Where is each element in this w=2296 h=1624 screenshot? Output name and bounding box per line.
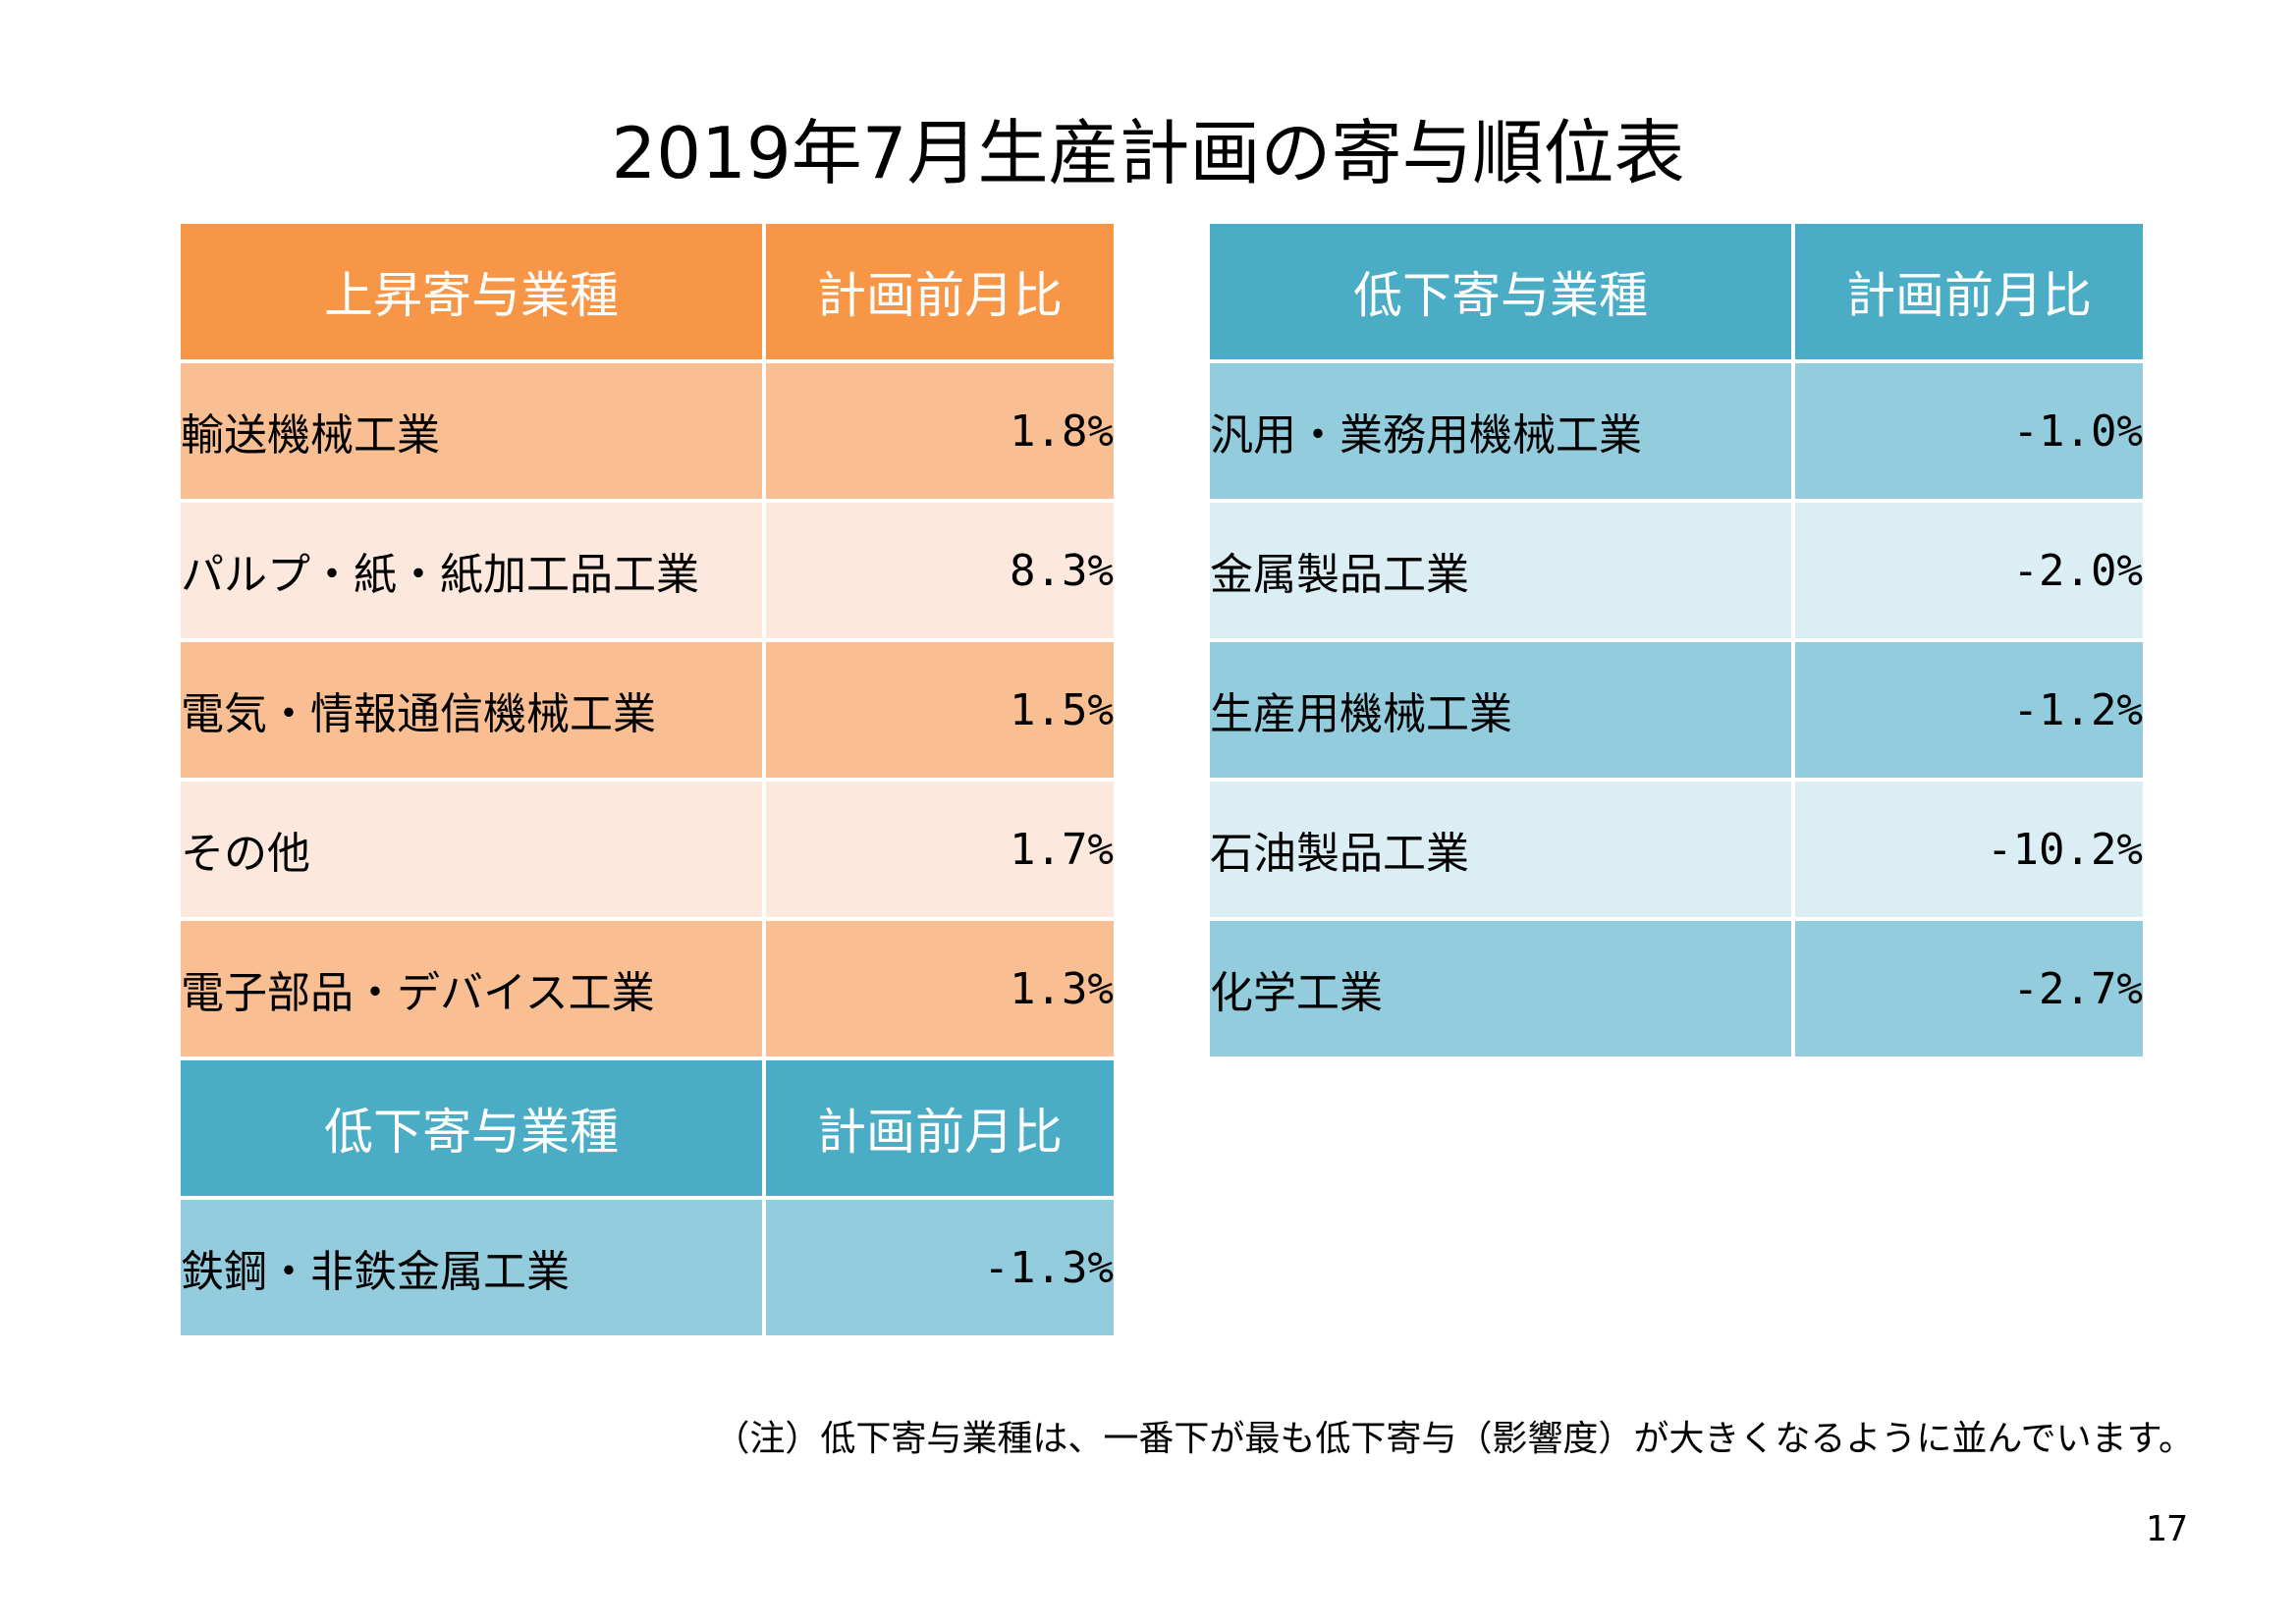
table-subheader-row: 低下寄与業種 計画前月比 xyxy=(181,1060,1114,1196)
mom-value: 1.5% xyxy=(766,642,1114,778)
table-row: 化学工業 -2.7% xyxy=(1210,921,2143,1056)
industry-name: 石油製品工業 xyxy=(1210,782,1791,917)
mom-value: 1.7% xyxy=(766,782,1114,917)
table-row: パルプ・紙・紙加工品工業 8.3% xyxy=(181,503,1114,638)
table-header-row: 上昇寄与業種 計画前月比 xyxy=(181,224,1114,359)
page-number: 17 xyxy=(2145,1509,2188,1549)
mom-value: 8.3% xyxy=(766,503,1114,638)
table-row: 石油製品工業 -10.2% xyxy=(1210,782,2143,917)
mom-value: 1.8% xyxy=(766,363,1114,499)
mom-value: 1.3% xyxy=(766,921,1114,1056)
subheader-industry: 低下寄与業種 xyxy=(181,1060,762,1196)
industry-name: 電子部品・デバイス工業 xyxy=(181,921,762,1056)
table-row: 輸送機械工業 1.8% xyxy=(181,363,1114,499)
table-row: その他 1.7% xyxy=(181,782,1114,917)
table-row: 汎用・業務用機械工業 -1.0% xyxy=(1210,363,2143,499)
header-industry: 上昇寄与業種 xyxy=(181,224,762,359)
header-industry: 低下寄与業種 xyxy=(1210,224,1791,359)
industry-name: 輸送機械工業 xyxy=(181,363,762,499)
industry-name: その他 xyxy=(181,782,762,917)
increase-contribution-table: 上昇寄与業種 計画前月比 輸送機械工業 1.8% パルプ・紙・紙加工品工業 8.… xyxy=(177,220,1118,1339)
industry-name: 電気・情報通信機械工業 xyxy=(181,642,762,778)
industry-name: 化学工業 xyxy=(1210,921,1791,1056)
decrease-contribution-table: 低下寄与業種 計画前月比 汎用・業務用機械工業 -1.0% 金属製品工業 -2.… xyxy=(1206,220,2147,1060)
industry-name: 鉄鋼・非鉄金属工業 xyxy=(181,1200,762,1335)
table-row: 電気・情報通信機械工業 1.5% xyxy=(181,642,1114,778)
table-row: 生産用機械工業 -1.2% xyxy=(1210,642,2143,778)
table-row: 鉄鋼・非鉄金属工業 -1.3% xyxy=(181,1200,1114,1335)
industry-name: 金属製品工業 xyxy=(1210,503,1791,638)
mom-value: -2.7% xyxy=(1795,921,2143,1056)
mom-value: -1.0% xyxy=(1795,363,2143,499)
industry-name: 生産用機械工業 xyxy=(1210,642,1791,778)
industry-name: パルプ・紙・紙加工品工業 xyxy=(181,503,762,638)
mom-value: -1.3% xyxy=(766,1200,1114,1335)
table-row: 金属製品工業 -2.0% xyxy=(1210,503,2143,638)
footnote: （注）低下寄与業種は、一番下が最も低下寄与（影響度）が大きくなるように並んでいま… xyxy=(714,1419,2194,1459)
mom-value: -2.0% xyxy=(1795,503,2143,638)
table-header-row: 低下寄与業種 計画前月比 xyxy=(1210,224,2143,359)
header-mom-ratio: 計画前月比 xyxy=(1795,224,2143,359)
table-row: 電子部品・デバイス工業 1.3% xyxy=(181,921,1114,1056)
page-title: 2019年7月生産計画の寄与順位表 xyxy=(611,112,1685,194)
subheader-mom-ratio: 計画前月比 xyxy=(766,1060,1114,1196)
mom-value: -1.2% xyxy=(1795,642,2143,778)
mom-value: -10.2% xyxy=(1795,782,2143,917)
header-mom-ratio: 計画前月比 xyxy=(766,224,1114,359)
industry-name: 汎用・業務用機械工業 xyxy=(1210,363,1791,499)
